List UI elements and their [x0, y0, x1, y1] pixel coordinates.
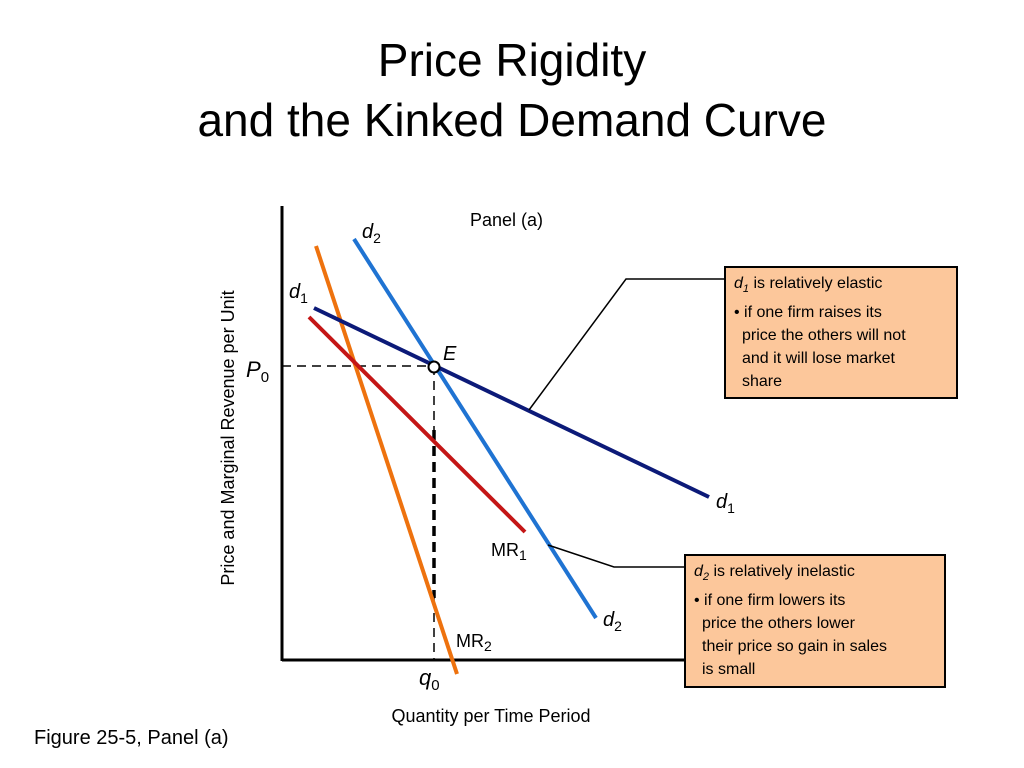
mr1-curve	[307, 315, 527, 534]
mr2-curve	[314, 245, 459, 675]
price-subscript: 0	[261, 369, 269, 386]
d2-note-symbol: d	[694, 563, 703, 580]
quantity-q0-label: q0	[419, 665, 440, 694]
d1-note-heading: d1 is relatively elastic	[734, 272, 950, 301]
d1-curve	[313, 306, 710, 499]
d2-note-line-4: is small	[702, 661, 756, 679]
d1-top-symbol: d	[289, 281, 301, 303]
mr1-text: MR	[491, 540, 519, 560]
d1-elastic-note: d1 is relatively elastic • if one firm r…	[724, 266, 958, 399]
d1-note-heading-text: is relatively elastic	[749, 275, 883, 292]
x-axis-label: Quantity per Time Period	[391, 706, 590, 726]
d2-end-subscript: 2	[614, 618, 622, 634]
d1-end-subscript: 1	[727, 500, 735, 516]
d2-note-heading-text: is relatively inelastic	[709, 563, 855, 580]
d2-note-line-3: their price so gain in sales	[702, 638, 887, 656]
point-e-label: E	[443, 343, 457, 365]
d1-note-line-3: and it will lose market	[742, 350, 895, 368]
mr2-subscript: 2	[484, 638, 492, 654]
d2-note-line-1: • if one firm lowers its	[694, 592, 846, 610]
d1-note-line-4: share	[742, 373, 783, 391]
d2-top-subscript: 2	[373, 230, 381, 246]
d2-top-label: d2	[362, 221, 381, 246]
d2-end-symbol: d	[603, 609, 615, 631]
d1-note-symbol: d	[734, 275, 743, 292]
title-line-2: and the Kinked Demand Curve	[197, 94, 827, 146]
d1-end-symbol: d	[716, 491, 728, 513]
mr2-text: MR	[456, 631, 484, 651]
d2-end-label: d2	[603, 609, 622, 634]
figure-caption: Figure 25-5, Panel (a)	[34, 727, 229, 749]
d1-end-label: d1	[716, 491, 735, 516]
y-axis-label: Price and Marginal Revenue per Unit	[218, 290, 238, 585]
slide-title: Price Rigidity and the Kinked Demand Cur…	[0, 30, 1024, 150]
mr2-label: MR2	[456, 631, 492, 654]
d2-inelastic-note: d2 is relatively inelastic • if one firm…	[684, 554, 946, 688]
price-p0-label: P0	[246, 357, 269, 386]
equilibrium-point-e	[427, 360, 441, 374]
title-line-1: Price Rigidity	[377, 34, 647, 86]
d1-top-label: d1	[289, 281, 308, 306]
d1-note-subscript: 1	[742, 283, 750, 296]
d1-callout-line	[528, 278, 725, 411]
mr1-subscript: 1	[519, 547, 527, 563]
price-symbol: P	[246, 357, 261, 382]
quantity-subscript: 0	[431, 677, 439, 694]
d1-note-line-2: price the others will not	[742, 327, 906, 345]
panel-label: Panel (a)	[470, 210, 543, 230]
d2-curve	[352, 237, 598, 620]
d1-note-line-1: • if one firm raises its	[734, 304, 882, 322]
d2-note-subscript: 2	[702, 571, 710, 584]
d2-note-line-2: price the others lower	[702, 615, 855, 633]
d2-callout-line	[547, 544, 685, 568]
quantity-symbol: q	[419, 665, 432, 690]
d2-top-symbol: d	[362, 221, 374, 243]
d2-note-heading: d2 is relatively inelastic	[694, 560, 938, 589]
mr1-label: MR1	[491, 540, 527, 563]
d1-top-subscript: 1	[300, 290, 308, 306]
